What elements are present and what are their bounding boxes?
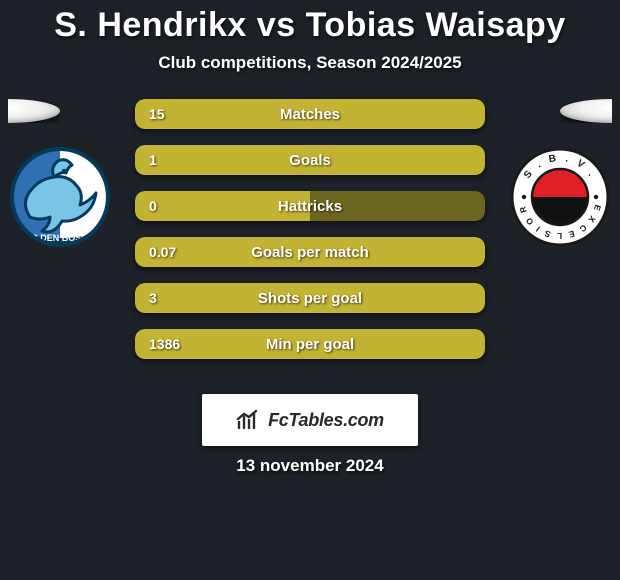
player1-name: S. Hendrikx <box>54 6 247 44</box>
stat-row: 3Shots per goal <box>135 283 485 313</box>
date-label: 13 november 2024 <box>0 456 620 476</box>
den-bosch-crest-icon: FC DEN BOSCH <box>10 147 110 247</box>
attribution-badge: FcTables.com <box>202 394 418 446</box>
stat-row: 0Hattricks <box>135 191 485 221</box>
stat-label: Matches <box>135 99 485 129</box>
club-right-crest: S . B . V . E X C E L S I O R <box>500 147 620 247</box>
player1-silhouette <box>0 99 60 123</box>
stat-bars: 15Matches 1Goals 0Hattricks 0.07Goals per m… <box>135 99 485 375</box>
stat-label: Min per goal <box>135 329 485 359</box>
stat-label: Goals per match <box>135 237 485 267</box>
club-left-crest: FC DEN BOSCH <box>0 147 120 247</box>
stat-label: Goals <box>135 145 485 175</box>
subtitle: Club competitions, Season 2024/2025 <box>0 53 620 73</box>
stat-row: 0.07Goals per match <box>135 237 485 267</box>
fctables-logo-icon <box>236 409 260 431</box>
player2-silhouette <box>560 99 620 123</box>
stat-label: Shots per goal <box>135 283 485 313</box>
excelsior-crest-icon: S . B . V . E X C E L S I O R <box>510 147 610 247</box>
stat-row: 1Goals <box>135 145 485 175</box>
stat-row: 1386Min per goal <box>135 329 485 359</box>
stat-label: Hattricks <box>135 191 485 221</box>
club-left: FC DEN BOSCH <box>0 93 120 353</box>
stat-row: 15Matches <box>135 99 485 129</box>
vs-separator: vs <box>257 6 296 44</box>
comparison-card: S. Hendrikx vs Tobias Waisapy Club compe… <box>0 0 620 580</box>
headline: S. Hendrikx vs Tobias Waisapy <box>0 0 620 45</box>
attribution-text: FcTables.com <box>268 410 384 431</box>
club-right: S . B . V . E X C E L S I O R <box>500 93 620 353</box>
player2-name: Tobias Waisapy <box>306 6 566 44</box>
